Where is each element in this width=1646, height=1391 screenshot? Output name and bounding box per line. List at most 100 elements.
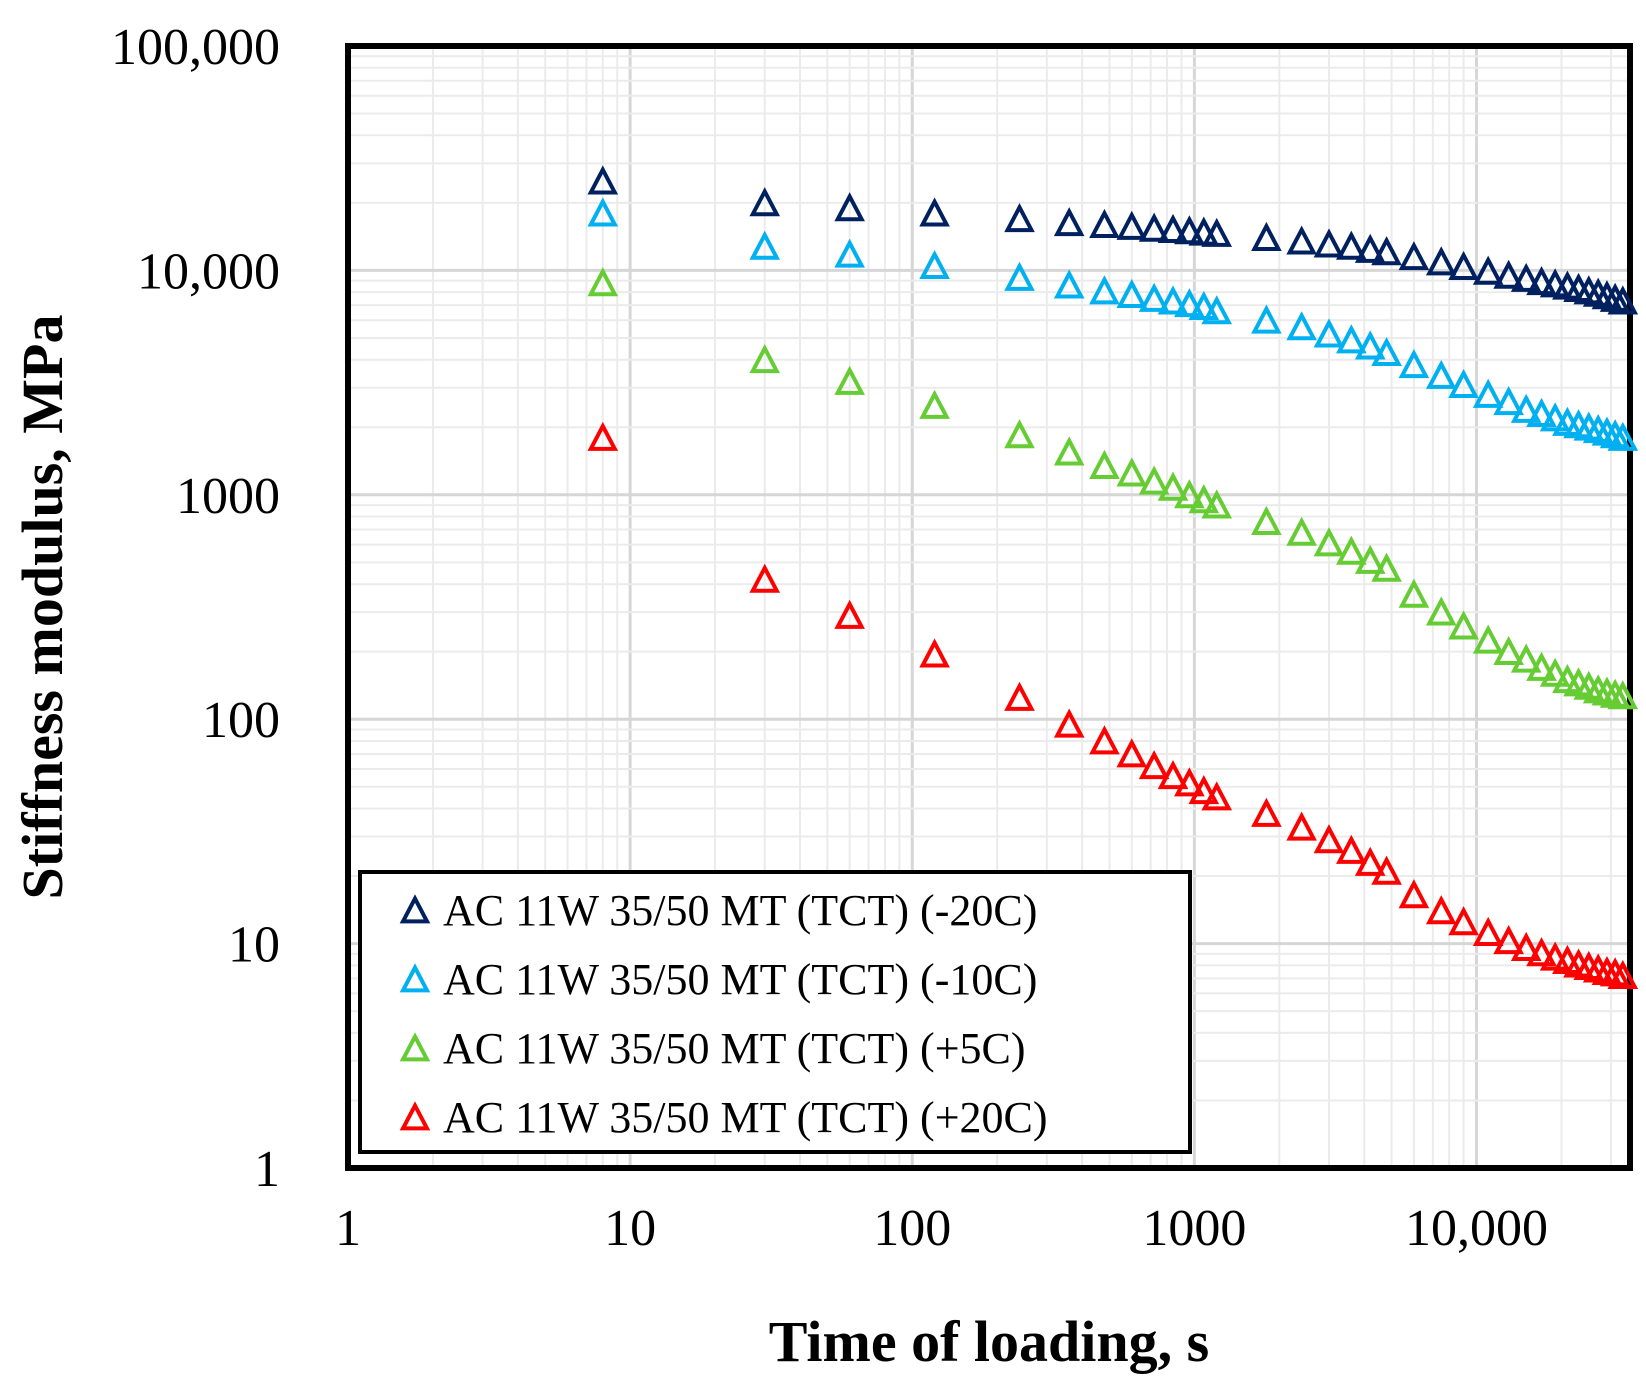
data-point: [919, 638, 950, 668]
data-point: [919, 197, 950, 227]
series-3: [587, 421, 1639, 990]
data-point: [1201, 781, 1233, 811]
data-point: [1448, 610, 1479, 640]
data-point: [834, 599, 865, 629]
data-point: [1354, 330, 1386, 360]
series-0: [587, 165, 1639, 315]
data-point: [1510, 393, 1542, 423]
data-point: [1201, 489, 1233, 519]
data-point: [749, 187, 781, 217]
data-point: [1510, 262, 1542, 292]
data-point: [1251, 505, 1282, 535]
data-point: [1448, 368, 1479, 398]
x-tick-label: 1: [335, 1200, 361, 1257]
data-point: [1313, 824, 1345, 854]
data-point: [1157, 760, 1189, 790]
legend: AC 11W 35/50 MT (TCT) (-20C) AC 11W 35/50…: [358, 870, 1192, 1154]
series-2: [587, 267, 1639, 710]
data-point: [1313, 228, 1345, 258]
legend-label: AC 11W 35/50 MT (TCT) (+20C): [443, 1093, 1048, 1142]
data-point: [1472, 378, 1504, 408]
data-point: [1157, 285, 1189, 315]
data-point: [1116, 738, 1148, 768]
plot-area-frame: [345, 43, 1633, 1171]
data-point: [1336, 230, 1367, 260]
data-point: [1493, 925, 1524, 955]
data-point: [587, 267, 619, 297]
data-point: [1138, 750, 1170, 780]
data-point: [1599, 957, 1631, 987]
data-point: [1425, 246, 1457, 276]
data-point: [1493, 635, 1524, 666]
data-point: [587, 421, 619, 451]
data-point: [1472, 255, 1504, 285]
data-point: [1174, 767, 1205, 797]
y-tick-label: 100: [202, 692, 280, 749]
data-point: [1539, 402, 1571, 432]
data-point: [1251, 221, 1282, 252]
data-point: [1004, 261, 1035, 291]
data-point: [1591, 280, 1623, 310]
data-point: [1425, 596, 1457, 626]
y-tick-label: 1: [254, 1141, 280, 1198]
data-point: [1089, 725, 1120, 755]
data-point: [1398, 578, 1430, 608]
legend-marker: [399, 963, 431, 993]
data-point: [1371, 552, 1402, 582]
legend-label: AC 11W 35/50 MT (TCT) (-20C): [443, 886, 1037, 935]
data-point: [1607, 959, 1639, 990]
y-axis-ticks: 1 10 100 1000 10,000 100,000: [111, 19, 280, 1198]
data-point: [1004, 681, 1035, 711]
data-point: [1510, 643, 1542, 673]
data-point: [749, 344, 781, 374]
data-point: [1336, 834, 1367, 864]
data-point: [1354, 846, 1386, 876]
data-point: [1371, 336, 1402, 367]
data-point: [1188, 484, 1220, 514]
legend-box: [358, 870, 1192, 1154]
data-point: [1188, 290, 1220, 320]
data-point: [1201, 295, 1233, 325]
data-point: [749, 563, 781, 593]
data-point: [1607, 680, 1639, 710]
data-point: [1138, 465, 1170, 495]
legend-label: AC 11W 35/50 MT (TCT) (-10C): [443, 955, 1037, 1004]
data-point: [1251, 304, 1282, 334]
data-point: [1526, 651, 1557, 681]
data-point: [1607, 421, 1639, 451]
data-point: [1053, 269, 1085, 299]
x-tick-label: 10,000: [1405, 1200, 1548, 1257]
data-point: [834, 192, 865, 222]
data-point: [1493, 259, 1524, 289]
data-point: [1174, 288, 1205, 318]
data-point: [1138, 282, 1170, 312]
x-tick-label: 100: [873, 1200, 951, 1257]
data-point: [1174, 215, 1205, 245]
data-point: [1138, 212, 1170, 242]
data-point: [919, 249, 950, 280]
data-point: [1607, 285, 1639, 315]
data-point: [1286, 516, 1317, 546]
data-point: [1526, 397, 1557, 428]
data-point: [1004, 419, 1035, 449]
data-point: [1599, 282, 1631, 312]
data-point: [1472, 916, 1504, 946]
legend-marker: [399, 894, 431, 924]
data-point: [1313, 527, 1345, 557]
data-point: [834, 238, 865, 268]
data-point: [1286, 311, 1317, 341]
data-point: [1493, 385, 1524, 416]
data-point: [1371, 236, 1402, 266]
data-point: [1398, 879, 1430, 909]
data-point: [1157, 471, 1189, 501]
data-points: [587, 165, 1639, 990]
data-point: [1188, 775, 1220, 805]
x-tick-label: 10: [604, 1200, 656, 1257]
legend-label: AC 11W 35/50 MT (TCT) (+5C): [443, 1024, 1026, 1073]
data-point: [1354, 233, 1386, 263]
data-point: [1286, 225, 1317, 255]
data-point: [1425, 359, 1457, 389]
data-point: [1116, 278, 1148, 309]
y-tick-label: 10,000: [137, 243, 280, 300]
data-point: [1354, 544, 1386, 574]
